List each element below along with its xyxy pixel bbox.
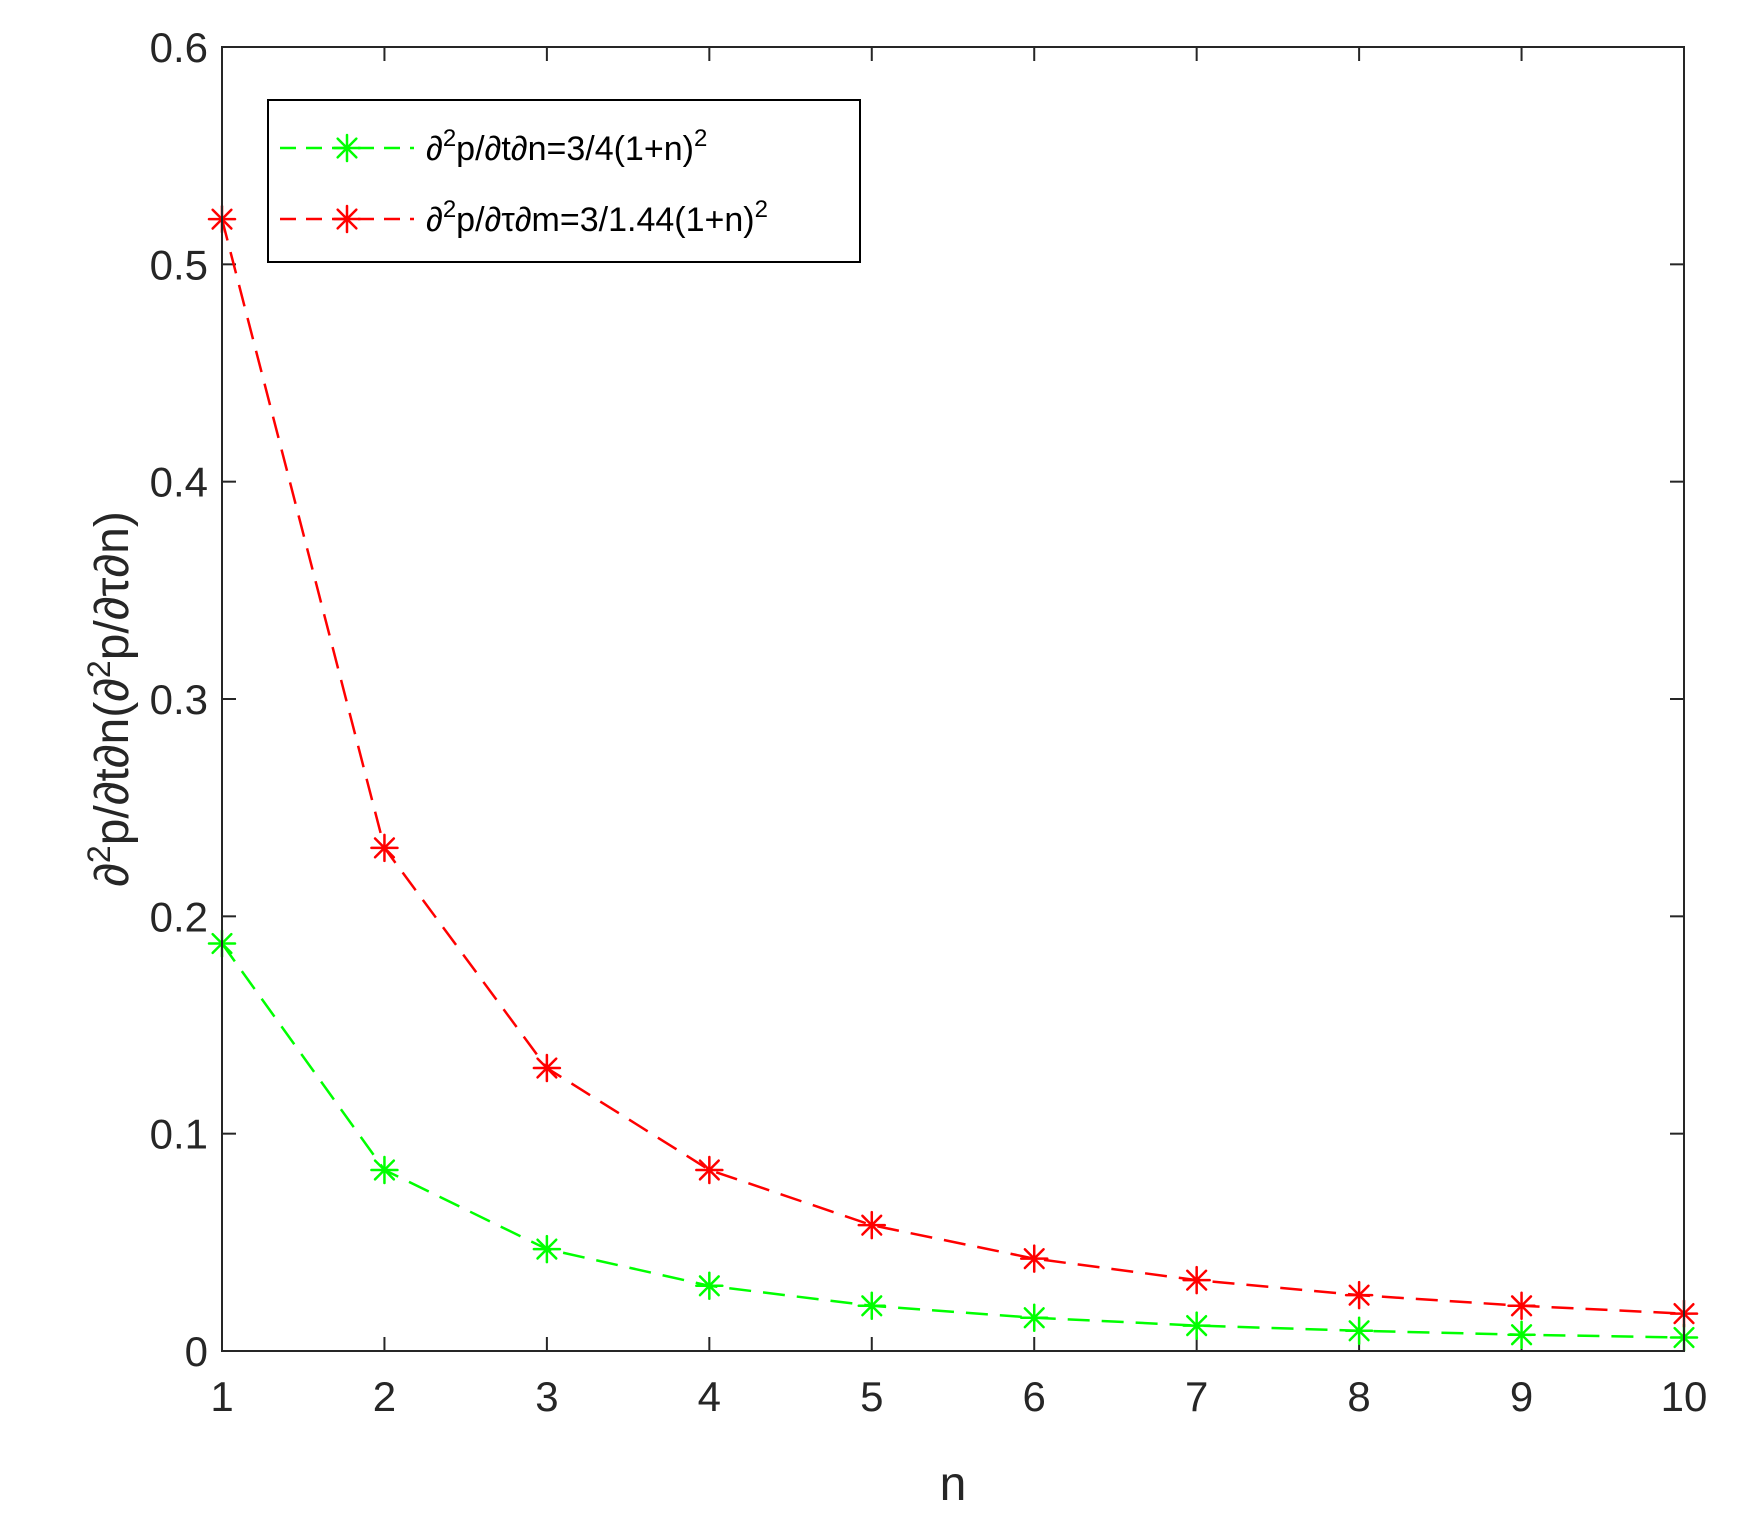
x-tick-label: 6 xyxy=(1023,1373,1046,1420)
legend-asterisk-icon xyxy=(332,204,362,234)
x-tick-label: 3 xyxy=(535,1373,558,1420)
legend-marker-green xyxy=(332,133,362,163)
data-point-marker xyxy=(532,1053,562,1083)
legend-box xyxy=(267,99,861,263)
legend: ∂2p/∂t∂n=3/4(1+n)2 ∂2p/∂τ∂m=3/1.44(1+n)2 xyxy=(267,99,861,263)
tick-labels: 1 2 3 4 5 6 7 8 9 10 0 0.1 0.2 0.3 0.4 0.5 0.6 xyxy=(150,24,1708,1420)
y-axis-label-part: p/∂τ∂n) xyxy=(86,511,139,660)
y-axis-label-part: ∂ xyxy=(86,863,139,887)
y-tick-label: 0 xyxy=(185,1328,208,1375)
legend-label-part: p/∂τ∂m=3/1.44(1+n) xyxy=(456,201,754,239)
data-point-marker xyxy=(370,1155,399,1185)
y-tick-label: 0.2 xyxy=(150,893,208,940)
axes-background xyxy=(222,47,1684,1351)
legend-marker-red xyxy=(332,204,362,234)
data-point-marker xyxy=(1019,1303,1049,1332)
data-point-marker xyxy=(532,1234,562,1264)
data-point-marker xyxy=(857,1210,887,1240)
data-point-marker xyxy=(1507,1291,1536,1321)
y-axis-label-superscript: 2 xyxy=(81,660,117,678)
x-tick-label: 9 xyxy=(1510,1373,1533,1420)
legend-label-part: ∂ xyxy=(426,201,443,239)
data-point-marker xyxy=(1182,1311,1211,1340)
data-point-marker xyxy=(1344,1316,1374,1346)
legend-label-superscript: 2 xyxy=(694,125,707,152)
legend-label-superscript: 2 xyxy=(755,196,768,223)
y-tick-label: 0.4 xyxy=(150,459,208,506)
x-axis-label: n xyxy=(940,1458,967,1511)
data-point-marker xyxy=(857,1291,887,1321)
data-point-marker xyxy=(1344,1280,1374,1310)
y-axis-label: ∂2p/∂t∂n(∂2p/∂τ∂n) xyxy=(81,511,139,887)
y-tick-label: 0.1 xyxy=(150,1111,208,1158)
x-tick-label: 5 xyxy=(860,1373,883,1420)
legend-entry-red: ∂2p/∂τ∂m=3/1.44(1+n)2 xyxy=(280,196,768,239)
x-tick-label: 4 xyxy=(698,1373,721,1420)
legend-asterisk-icon xyxy=(332,133,362,163)
y-tick-label: 0.3 xyxy=(150,676,208,723)
data-point-marker xyxy=(1507,1320,1536,1349)
y-axis-label-superscript: 2 xyxy=(81,845,117,863)
legend-label-green: ∂2p/∂t∂n=3/4(1+n)2 xyxy=(426,125,707,168)
data-point-marker xyxy=(370,833,399,863)
x-tick-label: 10 xyxy=(1661,1373,1708,1420)
x-tick-label: 7 xyxy=(1185,1373,1208,1420)
data-point-marker xyxy=(695,1155,724,1185)
legend-label-part: ∂ xyxy=(426,130,443,168)
series-line xyxy=(220,218,1685,1315)
y-tick-label: 0.5 xyxy=(150,241,208,288)
legend-label-superscript: 2 xyxy=(443,196,456,223)
x-tick-label: 1 xyxy=(210,1373,233,1420)
legend-label-part: p/∂t∂n=3/4(1+n) xyxy=(456,130,694,168)
legend-label-red: ∂2p/∂τ∂m=3/1.44(1+n)2 xyxy=(426,196,768,239)
y-tick-label: 0.6 xyxy=(150,24,208,71)
x-tick-label: 8 xyxy=(1347,1373,1370,1420)
axes-box xyxy=(221,46,1685,1352)
plot-area xyxy=(222,47,1684,1351)
data-point-marker xyxy=(695,1271,724,1301)
legend-entry-green: ∂2p/∂t∂n=3/4(1+n)2 xyxy=(280,125,707,168)
legend-label-superscript: 2 xyxy=(443,125,456,152)
data-point-marker xyxy=(1182,1265,1211,1295)
series-line xyxy=(220,942,1685,1339)
y-axis-label-part: p/∂t∂n(∂ xyxy=(86,678,139,845)
y-axis-label-group: ∂2p/∂t∂n(∂2p/∂τ∂n) xyxy=(81,511,139,887)
x-tick-label: 2 xyxy=(373,1373,396,1420)
data-point-marker xyxy=(1019,1244,1049,1273)
